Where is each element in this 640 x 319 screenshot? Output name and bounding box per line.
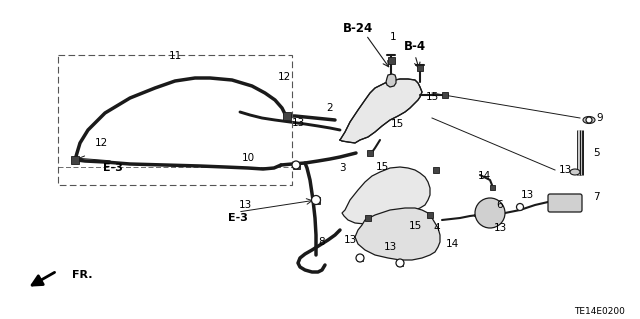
Text: 6: 6 — [497, 200, 503, 210]
Circle shape — [396, 259, 404, 267]
Bar — [387, 56, 394, 63]
Text: 13: 13 — [291, 118, 305, 128]
Ellipse shape — [583, 116, 595, 123]
Bar — [58, 55, 292, 185]
Text: 10: 10 — [241, 153, 255, 163]
Text: 13: 13 — [520, 190, 534, 200]
Bar — [312, 197, 319, 204]
Bar — [433, 167, 439, 173]
Bar — [367, 150, 373, 156]
Text: FR.: FR. — [72, 270, 93, 280]
Bar — [417, 65, 423, 71]
Text: 9: 9 — [596, 113, 604, 123]
Circle shape — [516, 204, 524, 211]
Text: B-4: B-4 — [404, 40, 426, 53]
Text: 15: 15 — [408, 221, 422, 231]
Text: 13: 13 — [383, 242, 397, 252]
Polygon shape — [355, 208, 440, 260]
Text: 2: 2 — [326, 103, 333, 113]
FancyBboxPatch shape — [548, 194, 582, 212]
Text: 15: 15 — [376, 162, 388, 172]
Text: 7: 7 — [593, 192, 599, 202]
Text: 14: 14 — [445, 239, 459, 249]
Bar — [427, 212, 433, 218]
Text: 11: 11 — [168, 51, 182, 61]
Bar — [397, 260, 403, 266]
Text: 13: 13 — [344, 235, 356, 245]
Text: B-24: B-24 — [343, 21, 373, 34]
Text: 13: 13 — [558, 165, 572, 175]
Circle shape — [292, 161, 300, 169]
Text: 1: 1 — [390, 32, 396, 42]
Text: 15: 15 — [390, 119, 404, 129]
Ellipse shape — [570, 169, 580, 175]
Bar — [283, 112, 291, 120]
Circle shape — [356, 254, 364, 262]
Polygon shape — [340, 79, 422, 143]
Bar — [357, 255, 363, 261]
Circle shape — [475, 198, 505, 228]
Text: 13: 13 — [238, 200, 252, 210]
Polygon shape — [342, 167, 430, 224]
Polygon shape — [386, 74, 396, 87]
Text: 12: 12 — [277, 72, 291, 82]
Bar — [365, 215, 371, 221]
Text: 14: 14 — [477, 171, 491, 181]
Text: 3: 3 — [339, 163, 346, 173]
Text: 5: 5 — [593, 148, 599, 158]
Text: 8: 8 — [319, 237, 325, 247]
Bar — [442, 92, 448, 98]
Text: E-3: E-3 — [228, 213, 248, 223]
Text: TE14E0200: TE14E0200 — [574, 308, 625, 316]
Bar — [292, 161, 300, 168]
Text: E-3: E-3 — [103, 163, 123, 173]
Text: 15: 15 — [426, 92, 438, 102]
Bar — [71, 156, 79, 164]
Text: 4: 4 — [434, 223, 440, 233]
Text: 12: 12 — [94, 138, 108, 148]
Circle shape — [586, 117, 592, 123]
Bar — [490, 184, 495, 189]
Text: 13: 13 — [493, 223, 507, 233]
Circle shape — [312, 196, 321, 204]
